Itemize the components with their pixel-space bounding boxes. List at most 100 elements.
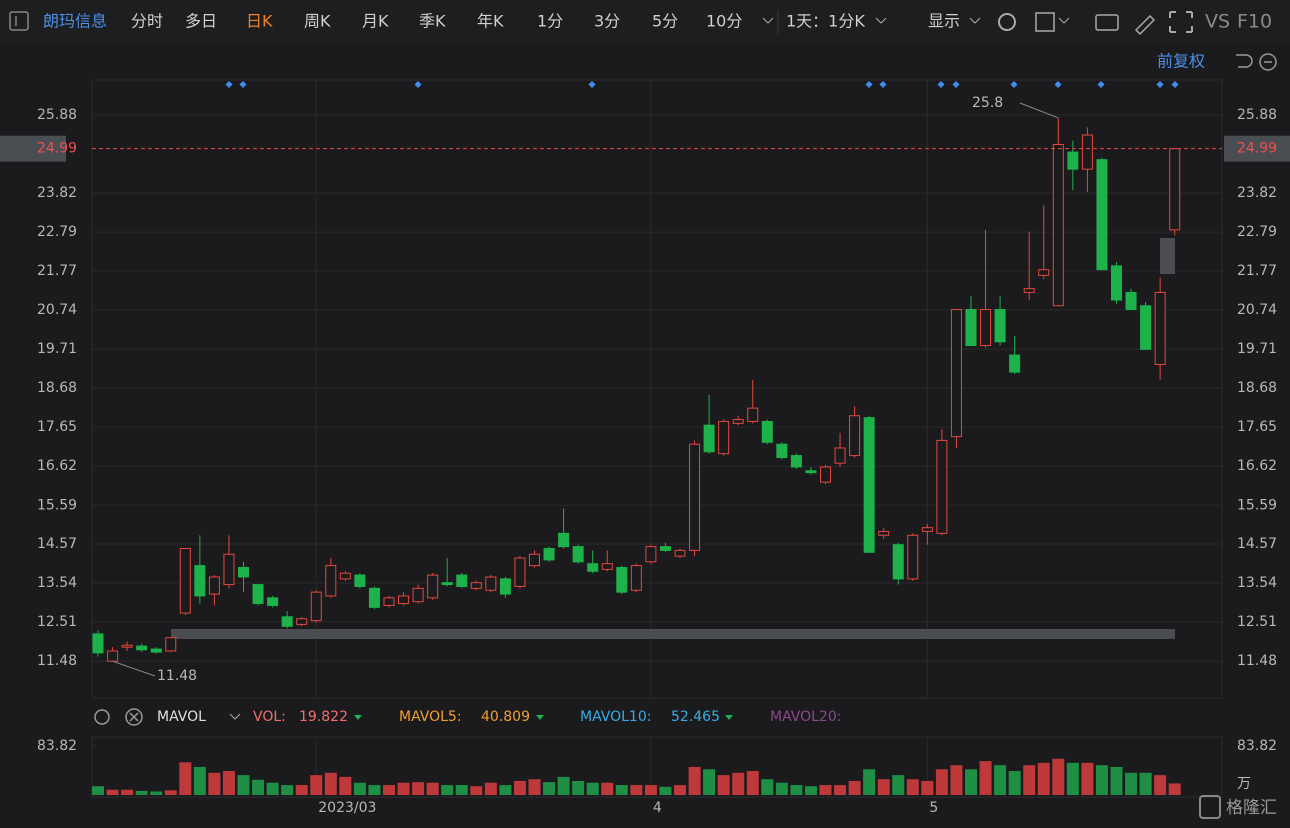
period-tab[interactable]: 季K (419, 12, 446, 31)
last-price-label: 24.99 (1237, 141, 1277, 157)
y-tick-label: 23.82 (37, 185, 77, 201)
event-marker[interactable] (1054, 81, 1062, 88)
camera-icon[interactable] (1095, 14, 1119, 31)
period-tab[interactable]: 3分 (594, 12, 620, 31)
indicator-close[interactable] (125, 708, 143, 726)
y-tick-label: 12.51 (37, 614, 77, 630)
x-tick-label: 4 (653, 800, 662, 816)
undo-icon[interactable] (1236, 54, 1253, 68)
volume-bar (950, 765, 963, 795)
chevron[interactable] (1058, 17, 1070, 24)
event-marker[interactable] (588, 81, 596, 88)
period-tab[interactable]: 10分 (706, 12, 742, 31)
stock-name[interactable]: 朗玛信息 (43, 12, 107, 31)
gap-highlight (1160, 238, 1175, 274)
period-tab[interactable]: 日K (246, 12, 273, 31)
period-tab[interactable]: 年K (477, 12, 504, 31)
candle-body (907, 534, 919, 580)
y-tick-label: 19.71 (1237, 341, 1277, 357)
menu-icon[interactable] (9, 11, 29, 31)
x-tick-label: 2023/03 (318, 800, 376, 816)
volume-bar (935, 769, 948, 795)
y-tick-label: 16.62 (37, 458, 77, 474)
event-marker[interactable] (1097, 81, 1105, 88)
chevron[interactable] (762, 17, 774, 24)
chevron[interactable] (229, 713, 241, 720)
candle-body (1009, 354, 1021, 373)
volume-bar (222, 771, 235, 795)
period-tab[interactable]: 多日 (185, 12, 217, 31)
volume-bar (877, 779, 890, 795)
event-marker[interactable] (1156, 81, 1164, 88)
y-tick-label: 12.51 (1237, 614, 1277, 630)
fullscreen-icon[interactable] (1169, 11, 1193, 33)
event-marker[interactable] (225, 81, 233, 88)
volume-bar (630, 785, 643, 795)
period-tab[interactable]: 5分 (652, 12, 678, 31)
period-tab[interactable]: 1分 (537, 12, 563, 31)
event-marker[interactable] (879, 81, 887, 88)
volume-bar (601, 782, 614, 795)
event-marker[interactable] (239, 81, 247, 88)
candle-body (936, 439, 948, 534)
close-x (129, 712, 139, 722)
event-marker[interactable] (865, 81, 873, 88)
candle-body (1067, 151, 1079, 170)
volume-bar (732, 772, 745, 795)
period-tab[interactable]: 周K (304, 12, 331, 31)
y-tick-label: 16.62 (1237, 458, 1277, 474)
display-menu[interactable]: 显示 (928, 12, 960, 31)
candle-body (805, 470, 817, 474)
indicator-settings[interactable] (94, 709, 110, 725)
f10-button[interactable]: F10 (1237, 11, 1272, 33)
grid: 11.48 11.48 12.51 12.51 13.54 13.54 14.57 14.57… (37, 80, 1277, 816)
volume-bar (470, 786, 483, 795)
settings-icon[interactable] (998, 13, 1016, 31)
volume-bar (674, 785, 686, 795)
vs-button[interactable]: VS (1205, 11, 1230, 33)
candle-body (398, 595, 410, 605)
mavol10-label: MAVOL10: (580, 709, 651, 725)
vol-value: 19.822 (299, 709, 348, 725)
volume-bar (528, 779, 541, 795)
candle-body (921, 527, 933, 532)
volume-bar (1023, 765, 1036, 795)
candle-body (616, 566, 628, 593)
interval-select[interactable]: 1天：1分K (786, 12, 865, 31)
checkbox-icon[interactable] (1035, 12, 1055, 32)
candle-body (368, 587, 380, 608)
candle-body (1125, 291, 1137, 311)
volume-bar (383, 785, 395, 795)
candle-body (994, 309, 1006, 343)
event-marker[interactable] (414, 81, 422, 88)
adjust-select[interactable]: 前复权 (1157, 52, 1205, 71)
volume-bar (252, 779, 265, 795)
candle-body (514, 557, 526, 587)
candle-body (296, 618, 308, 625)
candle-body (470, 582, 482, 589)
zoom-out-icon[interactable] (1259, 53, 1277, 71)
pen-icon[interactable] (1134, 14, 1156, 36)
event-marker[interactable] (1010, 81, 1018, 88)
candle-body (689, 443, 701, 551)
period-tab[interactable]: 分时 (131, 12, 163, 31)
candle-body (92, 633, 104, 654)
volume-bar (353, 782, 366, 795)
event-marker[interactable] (937, 81, 945, 88)
y-tick-label: 22.79 (37, 224, 77, 240)
volume-panel (91, 736, 1223, 798)
period-tab[interactable]: 月K (362, 12, 389, 31)
range-highlight (171, 629, 1175, 639)
indicator-name[interactable]: MAVOL (157, 709, 206, 725)
candle-body (761, 420, 773, 443)
event-marker[interactable] (1171, 81, 1179, 88)
volume-bar (1008, 771, 1021, 795)
candle-body (441, 582, 453, 586)
y2-tick-label: 83.82 (1237, 738, 1277, 754)
mavol5-label: MAVOL5: (399, 709, 462, 725)
chevron[interactable] (969, 17, 981, 24)
candle-body (1052, 143, 1064, 307)
event-marker[interactable] (952, 81, 960, 88)
volume-bar (499, 785, 512, 795)
chevron[interactable] (875, 17, 887, 24)
